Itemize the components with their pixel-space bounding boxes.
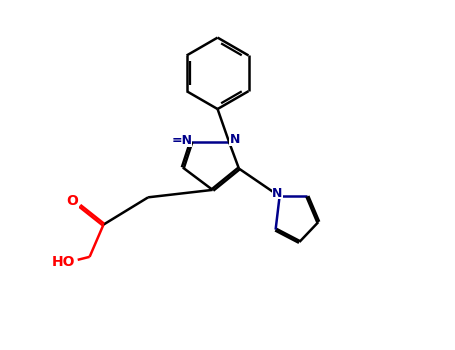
- Bar: [52, 255, 76, 269]
- Bar: [173, 134, 192, 147]
- Text: N: N: [272, 187, 282, 200]
- Text: =N: =N: [172, 134, 193, 147]
- Text: N: N: [230, 133, 240, 146]
- Text: O: O: [66, 194, 78, 208]
- Bar: [66, 195, 79, 208]
- Bar: [229, 134, 240, 146]
- Text: HO: HO: [52, 255, 76, 269]
- Bar: [272, 187, 283, 199]
